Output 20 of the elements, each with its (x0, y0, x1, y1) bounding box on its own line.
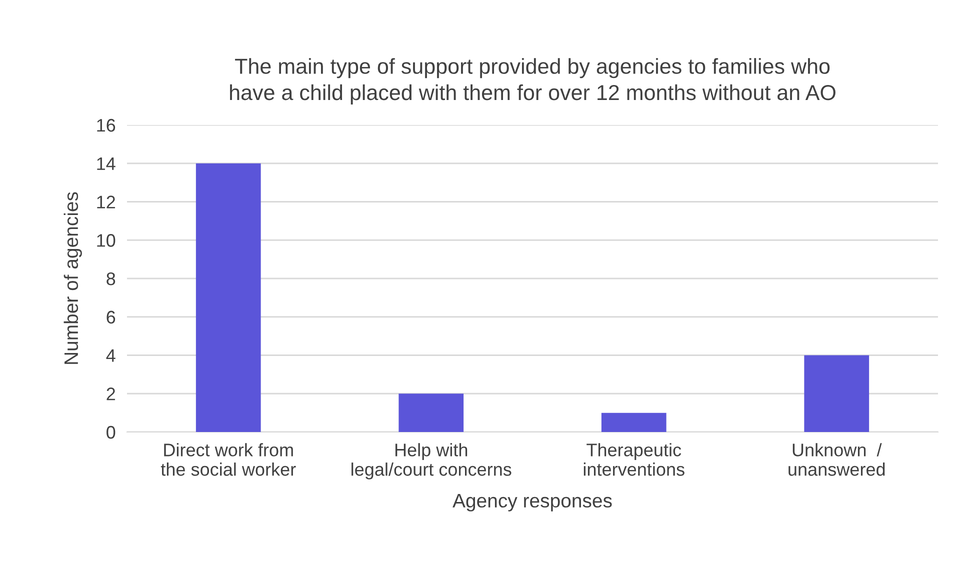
y-tick-label: 8 (106, 272, 116, 286)
y-tick-label: 6 (106, 310, 116, 324)
bar (804, 355, 870, 432)
y-tick-label: 4 (106, 349, 116, 362)
x-tick-label: Direct work from the social worker (160, 443, 296, 476)
y-axis-title: Number of agencies (64, 192, 82, 364)
x-axis-title: Agency responses (452, 494, 612, 512)
bar (196, 163, 261, 432)
bar (398, 394, 464, 432)
x-tick-label: Therapeutic interventions (584, 443, 684, 476)
y-tick-label: 10 (97, 234, 116, 247)
bar (601, 412, 666, 432)
chart-title: The main type of support provided by agencies to families who have a child placed with them for over 12 months without an AO (230, 58, 836, 104)
y-tick-label: 14 (97, 157, 116, 170)
y-tick-label: 12 (97, 196, 115, 208)
x-tick-label: Help with legal/court concerns (352, 443, 512, 480)
x-tick-label: Unknown / unanswered (788, 443, 885, 476)
y-tick-label: 0 (106, 426, 116, 439)
y-tick-label: 2 (106, 388, 115, 400)
y-tick-label: 16 (97, 118, 116, 132)
